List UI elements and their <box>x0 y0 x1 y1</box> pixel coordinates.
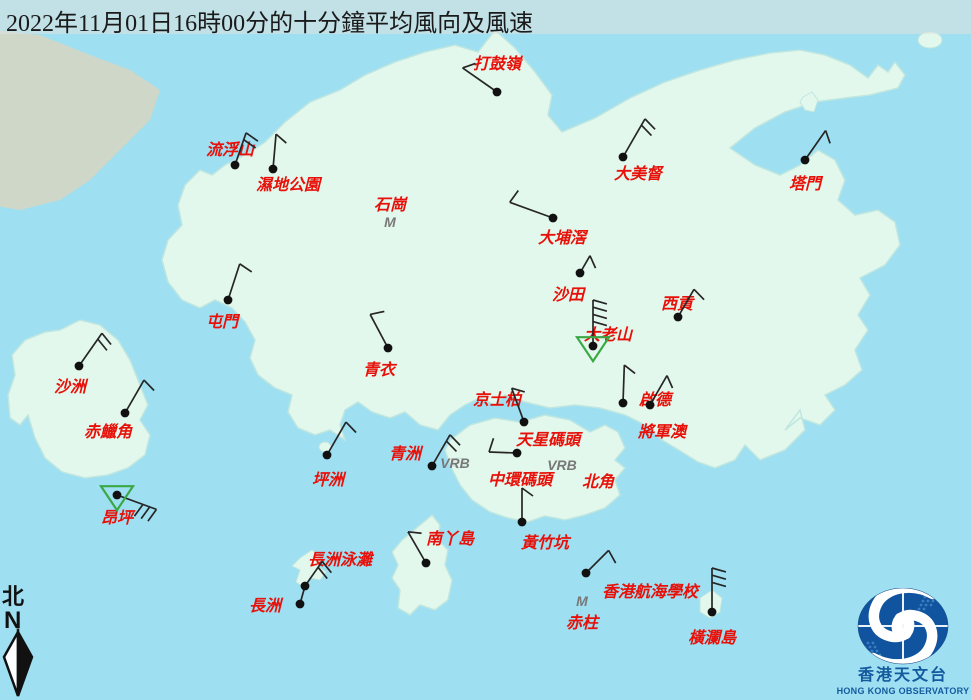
svg-text:HONG KONG OBSERVATORY: HONG KONG OBSERVATORY <box>837 686 970 696</box>
svg-text:香港天文台: 香港天文台 <box>857 665 948 684</box>
svg-text:北: 北 <box>2 584 24 609</box>
